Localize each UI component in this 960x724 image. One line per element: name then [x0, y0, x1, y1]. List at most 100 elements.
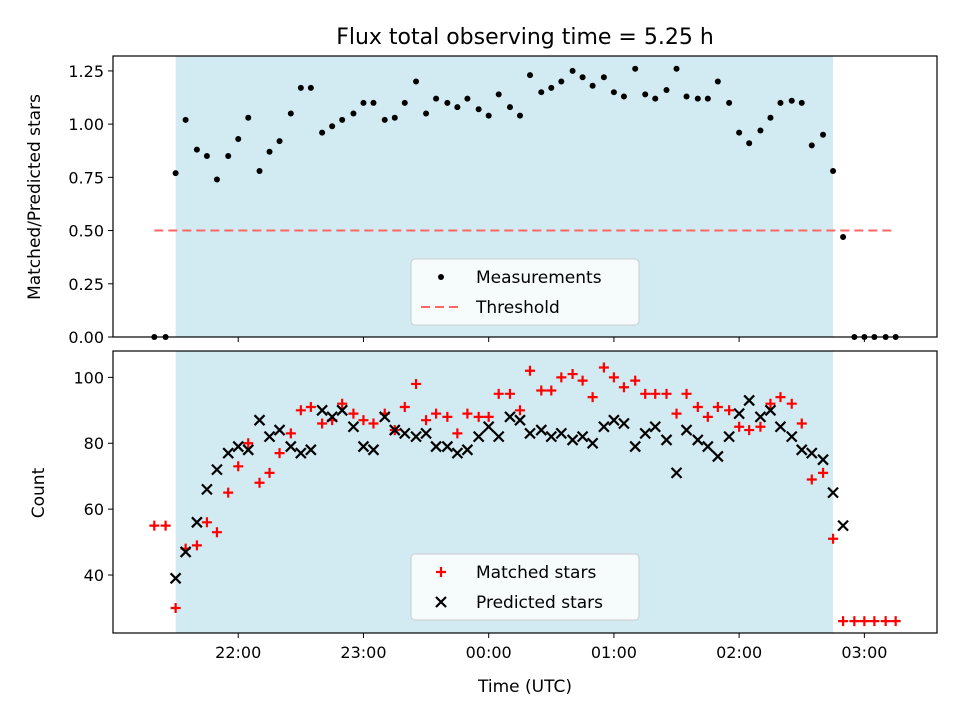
matched-star-point [348, 408, 359, 419]
measurement-point [360, 99, 367, 106]
predicted-star-point [514, 414, 526, 426]
legend-label: Threshold [475, 298, 560, 318]
measurement-point [266, 148, 273, 155]
matched-star-point [223, 487, 234, 498]
measurement-point [642, 91, 649, 98]
top-y-tick-label: 0.25 [68, 275, 104, 294]
predicted-star-point [295, 447, 307, 459]
measurement-point [350, 110, 357, 117]
matched-star-point [702, 411, 713, 422]
matched-star-point [828, 533, 839, 544]
measurement-point [600, 74, 607, 81]
matched-star-point [368, 418, 379, 429]
measurement-point [506, 104, 513, 111]
matched-star-point [734, 421, 745, 432]
matched-star-point [243, 438, 254, 449]
measurement-point [694, 95, 701, 102]
top-y-tick-label: 0.00 [68, 328, 104, 347]
predicted-star-point [566, 434, 579, 446]
predicted-star-point [576, 430, 589, 443]
measurement-point [307, 84, 314, 91]
matched-star-point [264, 467, 275, 478]
predicted-star-point [805, 447, 818, 459]
matched-star-point [849, 616, 860, 627]
measurement-point [401, 99, 408, 106]
matched-star-point [493, 388, 504, 399]
predicted-star-point [378, 411, 391, 423]
matched-star-point [880, 616, 891, 627]
measurement-point [746, 140, 753, 147]
measurement-point [808, 142, 815, 149]
measurement-point [757, 127, 764, 134]
predicted-star-point [316, 404, 328, 417]
bottom-legend-box [410, 553, 640, 621]
measurement-point [444, 99, 451, 106]
top-y-tick-label: 0.75 [68, 168, 104, 187]
measurement-point [495, 91, 502, 98]
measurement-point [736, 129, 743, 136]
measurement-point [673, 65, 680, 72]
predicted-star-point [629, 440, 641, 453]
x-tick-label: 02:00 [716, 643, 762, 662]
predicted-star-point [326, 411, 338, 423]
predicted-star-point [285, 440, 297, 453]
matched-star-point [504, 388, 515, 399]
measurement-point [297, 84, 304, 91]
predicted-star-point [764, 404, 777, 417]
measurement-point [475, 106, 482, 113]
measurement-point [777, 99, 784, 106]
matched-star-point [712, 402, 723, 413]
measurement-point [632, 65, 639, 72]
matched-star-point [630, 375, 641, 386]
measurement-point [830, 167, 837, 174]
legend-label: Measurements [476, 268, 602, 288]
matched-star-point [806, 474, 817, 485]
x-tick-label: 23:00 [340, 643, 386, 662]
predicted-star-point [451, 447, 464, 459]
matched-star-point [556, 372, 567, 383]
measurement-point [423, 110, 430, 117]
predicted-star-point [723, 430, 735, 443]
measurement-point [225, 153, 232, 160]
measurement-point [840, 233, 847, 240]
matched-star-point [640, 388, 651, 399]
x-tick-label: 22:00 [215, 643, 261, 662]
measurement-point [704, 95, 711, 102]
matched-star-point [869, 616, 880, 627]
bottom-legend: Matched stars Predicted stars [410, 553, 640, 621]
matched-star-point [201, 517, 212, 528]
matched-star-point [567, 369, 578, 380]
measurement-point [798, 99, 805, 106]
matched-star-point [149, 520, 160, 531]
bottom-y-tick-label: 60 [84, 500, 104, 519]
top-panel: 0.00 0.25 0.50 0.75 1.00 1.25 Measurements Thre… [68, 55, 938, 347]
predicted-star-point [743, 394, 755, 407]
matched-star-point [786, 398, 797, 409]
matched-star-point [191, 540, 202, 551]
matched-star-point [285, 428, 296, 439]
matched-star-point [618, 382, 629, 393]
measurement-point [527, 72, 534, 79]
predicted-star-point [388, 424, 401, 436]
predicted-star-point [399, 427, 411, 440]
predicted-star-point [461, 444, 474, 456]
measurement-point [464, 95, 471, 102]
top-axes-frame [112, 55, 938, 338]
measurement-point [370, 99, 377, 106]
top-legend: Measurements Threshold [410, 258, 640, 326]
bottom-y-tick-label: 100 [73, 368, 104, 387]
matched-star-point [421, 415, 432, 426]
measurement-point [767, 114, 774, 121]
matched-star-point [211, 527, 222, 538]
predicted-star-point [253, 414, 266, 426]
measurement-point [235, 136, 242, 143]
predicted-star-point [774, 420, 787, 433]
predicted-star-point [191, 516, 203, 529]
matched-star-point [317, 418, 328, 429]
matched-star-point [399, 402, 410, 413]
matched-star-point [274, 448, 285, 459]
matched-star-point [671, 408, 682, 419]
predicted-star-point [169, 572, 182, 585]
bottom-y-tick-label: 80 [84, 434, 104, 453]
bottom-y-tick-label: 40 [84, 566, 104, 585]
